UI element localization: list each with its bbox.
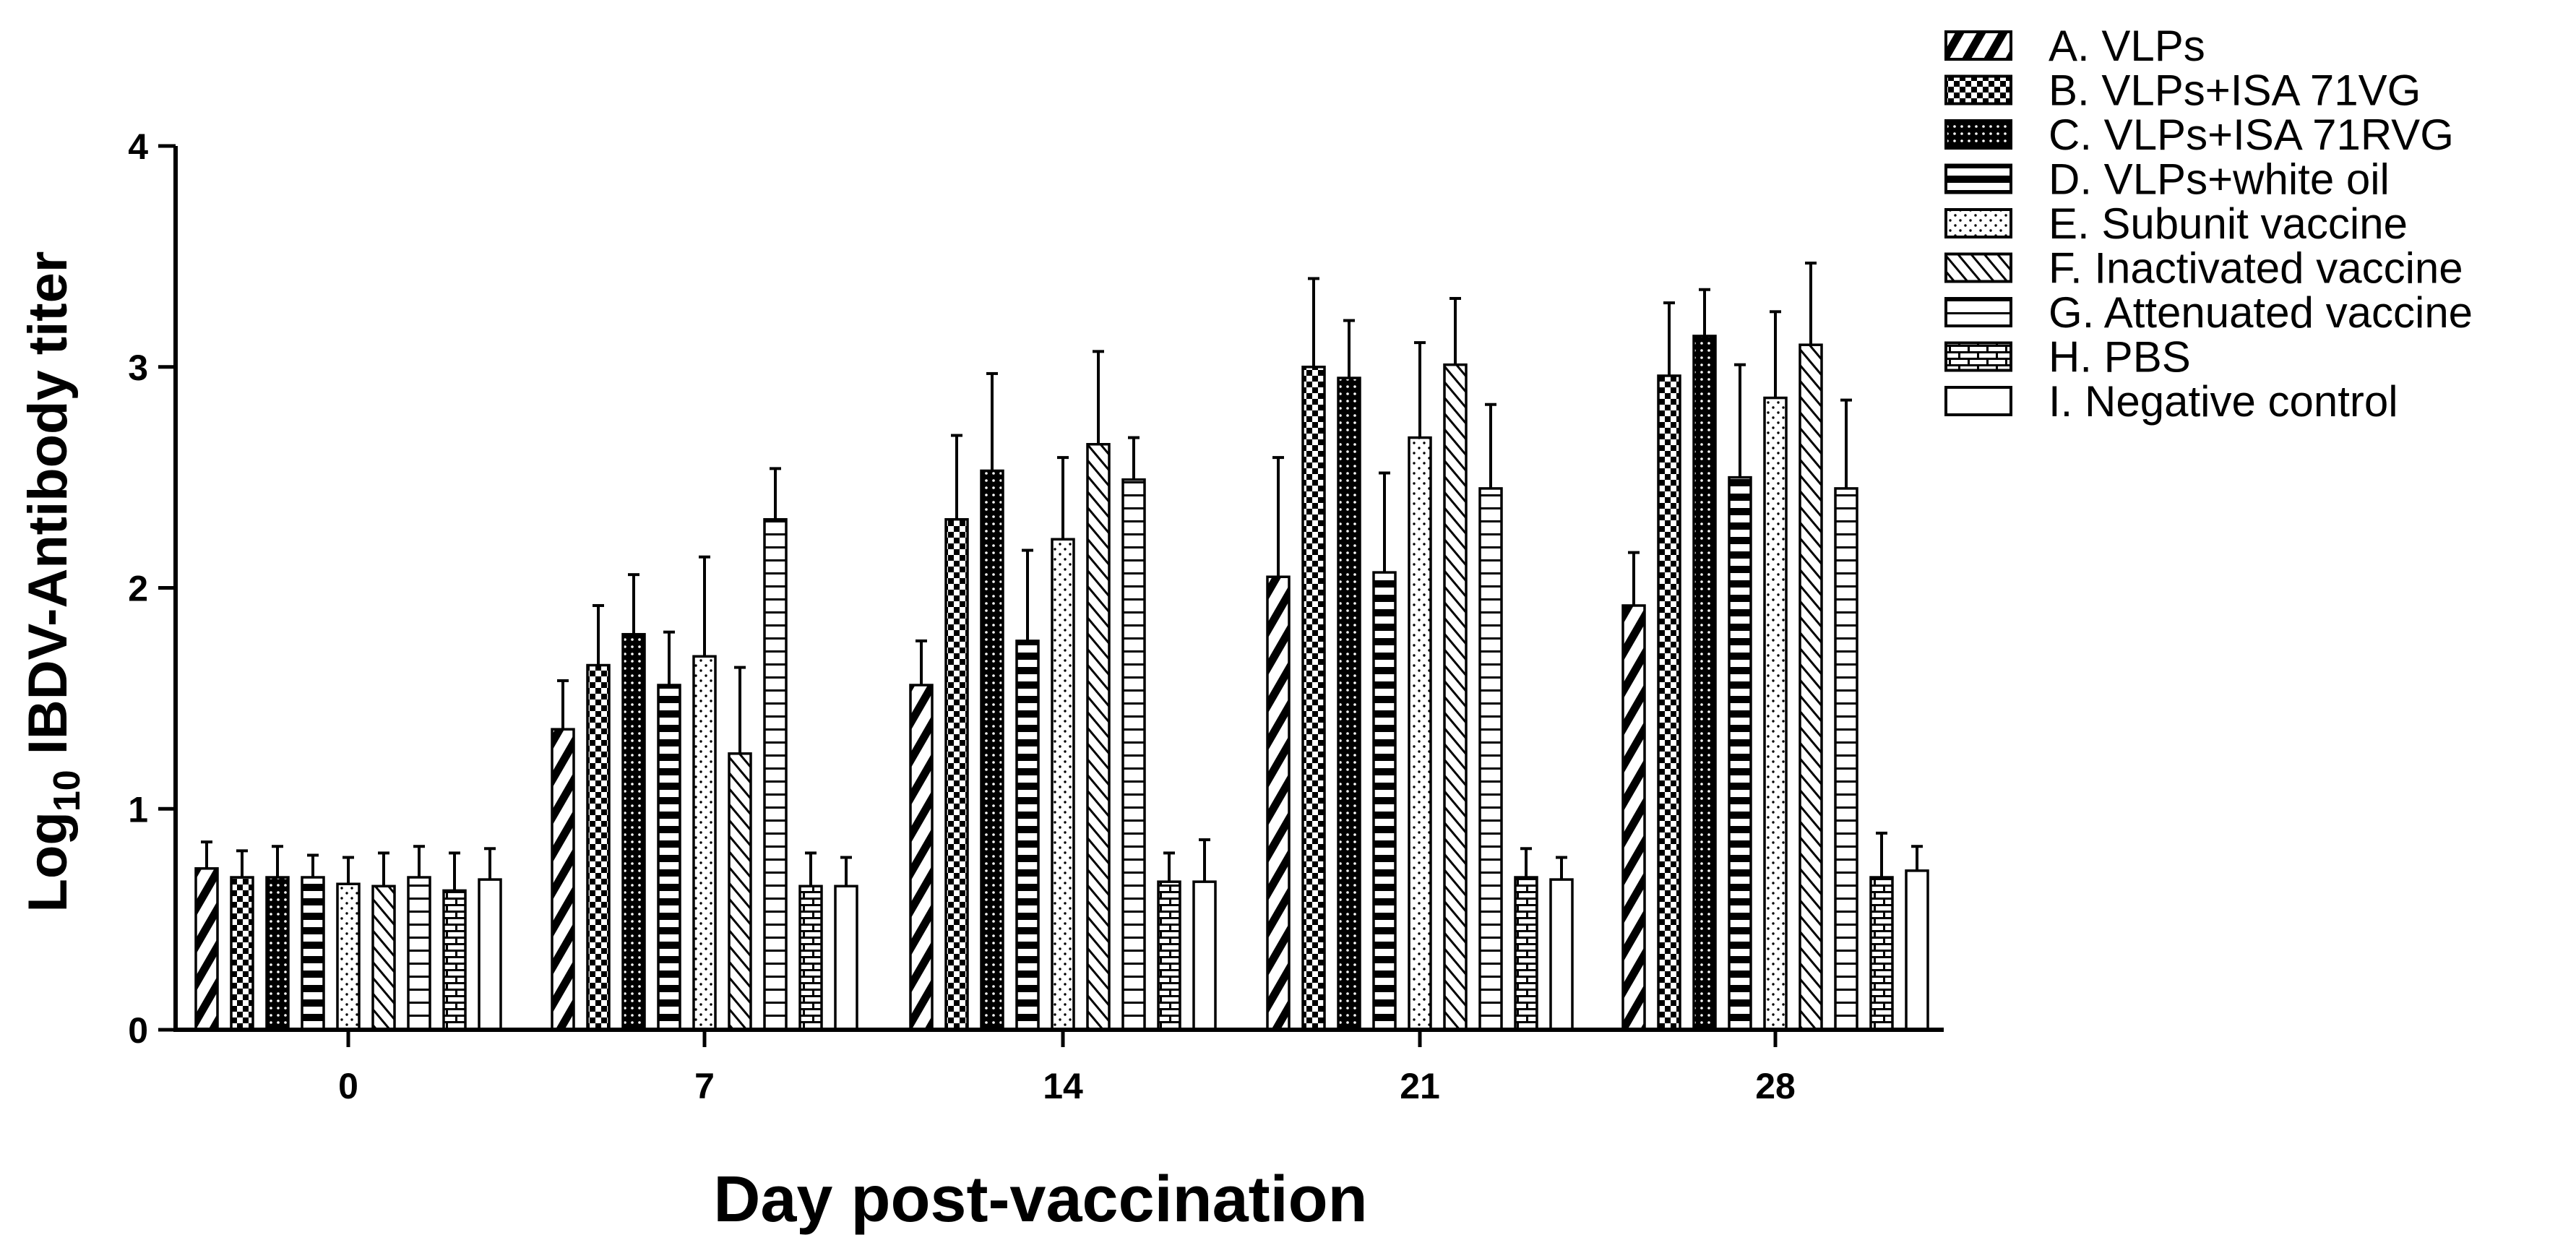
- legend-swatch: [1944, 252, 2012, 283]
- legend-item-b-vlps-isa-71vg: B. VLPs+ISA 71VG: [1944, 66, 2421, 115]
- bar-h-pbs-day-28: [1869, 876, 1894, 1031]
- bar-a-vlps-day-0: [194, 867, 219, 1031]
- x-tick-label: 21: [1400, 1066, 1440, 1106]
- bar-i-negative-control-day-7: [834, 885, 858, 1031]
- bar-a-vlps-day-21: [1266, 575, 1291, 1031]
- bar-a-vlps-day-7: [551, 728, 575, 1031]
- y-tick-label: 2: [128, 569, 148, 609]
- y-tick-label: 1: [128, 789, 148, 830]
- legend-item-g-attenuated-vaccine: G. Attenuated vaccine: [1944, 288, 2473, 337]
- bar-d-vlps-white-oil-day-21: [1372, 571, 1397, 1031]
- legend-item-e-subunit-vaccine: E. Subunit vaccine: [1944, 199, 2408, 248]
- legend-label: E. Subunit vaccine: [2049, 199, 2408, 248]
- bar-g-attenuated-vaccine-day-28: [1834, 487, 1858, 1031]
- legend-item-a-vlps: A. VLPs: [1944, 22, 2205, 70]
- bar-a-vlps-day-14: [909, 684, 934, 1031]
- x-axis-title: Day post-vaccination: [713, 1163, 1367, 1236]
- bar-c-vlps-isa-71rvg-day-14: [980, 469, 1004, 1031]
- x-tick-label: 0: [338, 1066, 358, 1106]
- legend-label: I. Negative control: [2049, 377, 2398, 426]
- bar-f-inactivated-vaccine-day-0: [371, 885, 396, 1031]
- bar-i-negative-control-day-0: [478, 878, 502, 1031]
- bar-e-subunit-vaccine-day-0: [336, 882, 361, 1031]
- bar-d-vlps-white-oil-day-0: [301, 876, 325, 1031]
- y-tick-label: 0: [128, 1010, 148, 1051]
- legend-item-h-pbs: H. PBS: [1944, 333, 2191, 382]
- bar-i-negative-control-day-21: [1549, 878, 1574, 1031]
- legend-item-c-vlps-isa-71rvg: C. VLPs+ISA 71RVG: [1944, 111, 2454, 159]
- bar-b-vlps-isa-71vg-day-0: [230, 876, 254, 1031]
- bar-c-vlps-isa-71rvg-day-7: [621, 632, 646, 1031]
- legend-item-f-inactivated-vaccine: F. Inactivated vaccine: [1944, 244, 2463, 293]
- bar-e-subunit-vaccine-day-21: [1408, 436, 1432, 1031]
- bar-c-vlps-isa-71rvg-day-28: [1692, 335, 1717, 1031]
- bar-b-vlps-isa-71vg-day-7: [586, 663, 611, 1031]
- y-axis-title-prefix: Log: [17, 812, 79, 912]
- y-axis-title-suffix: IBDV-Antibody titer: [17, 251, 79, 770]
- bar-i-negative-control-day-28: [1905, 869, 1929, 1031]
- legend-item-i-negative-control: I. Negative control: [1944, 377, 2398, 426]
- y-axis-ticks: 0 1 2 3 4: [128, 126, 176, 1051]
- x-tick-label: 28: [1755, 1066, 1796, 1106]
- bar-e-subunit-vaccine-day-14: [1051, 538, 1075, 1031]
- legend-swatch: [1944, 297, 2012, 327]
- bar-d-vlps-white-oil-day-28: [1728, 475, 1752, 1031]
- legend-label: F. Inactivated vaccine: [2049, 244, 2463, 293]
- legend-swatch: [1944, 74, 2012, 106]
- bar-g-attenuated-vaccine-day-0: [407, 876, 431, 1031]
- bar-h-pbs-day-7: [798, 885, 823, 1031]
- bar-g-attenuated-vaccine-day-14: [1121, 478, 1146, 1031]
- legend-label: C. VLPs+ISA 71RVG: [2049, 111, 2454, 159]
- legend-swatch: [1944, 386, 2012, 416]
- bar-h-pbs-day-14: [1157, 880, 1181, 1031]
- x-tick-label: 7: [694, 1066, 715, 1106]
- bar-g-attenuated-vaccine-day-7: [763, 517, 788, 1031]
- x-tick-label: 14: [1043, 1066, 1083, 1106]
- legend-swatch: [1944, 119, 2012, 150]
- bar-f-inactivated-vaccine-day-28: [1799, 343, 1823, 1031]
- bar-d-vlps-white-oil-day-7: [657, 684, 681, 1031]
- legend-swatch: [1944, 208, 2012, 238]
- legend-swatch: [1944, 30, 2012, 61]
- legend-label: H. PBS: [2049, 333, 2191, 382]
- bar-b-vlps-isa-71vg-day-14: [944, 517, 969, 1031]
- bar-i-negative-control-day-14: [1192, 880, 1217, 1031]
- legend-swatch: [1944, 163, 2012, 194]
- bar-e-subunit-vaccine-day-28: [1763, 396, 1788, 1031]
- legend-label: A. VLPs: [2049, 22, 2205, 70]
- x-axis-ticks: 0 7 14 21 28: [338, 1030, 1796, 1106]
- bar-f-inactivated-vaccine-day-7: [728, 752, 752, 1031]
- bar-c-vlps-isa-71rvg-day-0: [265, 876, 290, 1031]
- y-axis-title: Log10 IBDV-Antibody titer: [17, 251, 88, 913]
- bar-h-pbs-day-0: [442, 889, 467, 1031]
- legend-swatch: [1944, 341, 2012, 372]
- bar-b-vlps-isa-71vg-day-21: [1301, 366, 1326, 1031]
- y-tick-label: 4: [128, 126, 148, 167]
- bar-c-vlps-isa-71rvg-day-21: [1337, 376, 1361, 1031]
- bar-b-vlps-isa-71vg-day-28: [1657, 374, 1681, 1031]
- y-tick-label: 3: [128, 348, 148, 388]
- bar-e-subunit-vaccine-day-7: [692, 655, 717, 1031]
- legend-label: G. Attenuated vaccine: [2049, 288, 2473, 337]
- legend-label: D. VLPs+white oil: [2049, 155, 2390, 204]
- legend-label: B. VLPs+ISA 71VG: [2049, 66, 2421, 115]
- bar-f-inactivated-vaccine-day-21: [1443, 363, 1468, 1031]
- bar-a-vlps-day-28: [1621, 604, 1646, 1031]
- bar-h-pbs-day-21: [1514, 876, 1538, 1031]
- bar-groups: [194, 262, 1929, 1031]
- bar-f-inactivated-vaccine-day-14: [1086, 443, 1111, 1031]
- legend-item-d-vlps-white-oil: D. VLPs+white oil: [1944, 155, 2390, 204]
- bar-g-attenuated-vaccine-day-21: [1478, 487, 1503, 1031]
- bar-d-vlps-white-oil-day-14: [1015, 640, 1040, 1031]
- y-axis-title-subscript: 10: [46, 770, 88, 812]
